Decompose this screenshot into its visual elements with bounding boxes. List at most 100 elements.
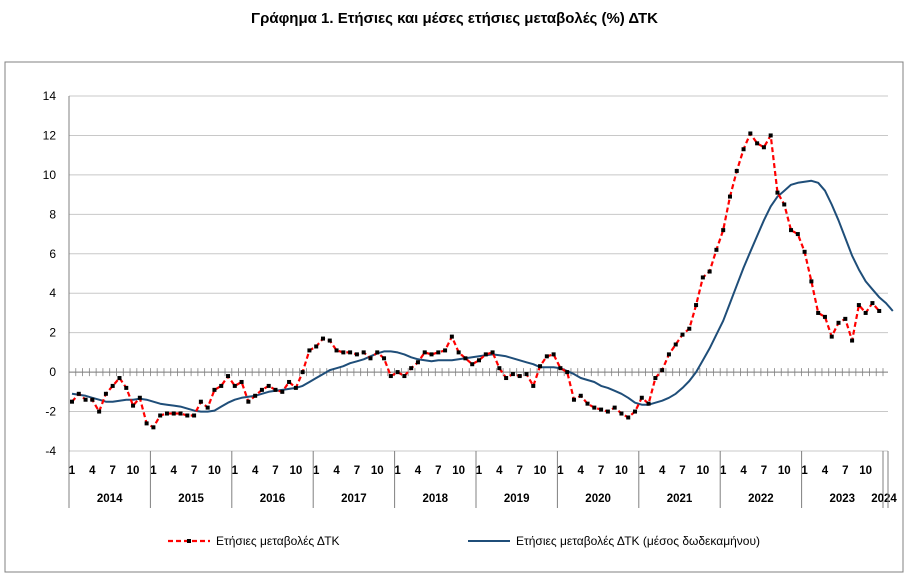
series-annual-point [171,411,176,416]
month-tick-label: 1 [69,465,76,477]
series-annual-point [185,413,190,418]
series-annual-point [198,399,203,404]
series-annual-point [266,383,271,388]
series-annual-point [483,352,488,357]
series-annual-point [246,399,251,404]
month-tick-label: 7 [761,465,767,477]
series-annual-point [633,409,638,414]
series-annual-point [375,350,380,355]
series-annual-point [673,342,678,347]
month-tick-label: 1 [720,465,727,477]
series-annual-point [287,379,292,384]
series-annual-point [497,366,502,371]
series-annual-point [755,141,760,146]
series-annual-point [619,411,624,416]
series-annual-point [680,332,685,337]
series-annual-point [660,368,665,373]
month-tick-label: 7 [842,465,848,477]
month-tick-label: 4 [578,465,585,477]
month-tick-label: 10 [859,465,872,477]
legend-label-annual: Ετήσιες μεταβολές ΔΤΚ [216,534,340,548]
series-average-line [71,179,894,413]
series-annual-point [226,374,231,379]
series-annual-point [83,397,88,402]
series-annual-point [90,397,95,402]
series-annual-point [124,385,129,390]
month-tick-label: 7 [679,465,685,477]
y-tick-label: 8 [49,207,56,221]
series-annual-point [578,393,583,398]
series-annual-point [361,350,366,355]
series-annual-point [531,383,536,388]
series-annual-point [334,348,339,353]
series-annual-point [809,279,814,284]
series-annual-point [517,374,522,379]
series-annual-point [850,338,855,343]
series-annual-point [110,383,115,388]
series-annual-point [700,275,705,280]
year-label: 2015 [178,493,204,505]
series-annual-point [212,387,217,392]
series-annual-point [131,403,136,408]
chart-border [4,61,904,573]
legend-label-average: Ετήσιες μεταβολές ΔΤΚ (μέσος δωδεκαμήνου… [516,534,760,548]
series-annual-point [151,425,156,430]
series-annual-point [273,387,278,392]
y-tick-label: -2 [45,405,56,419]
series-annual-point [829,334,834,339]
series-annual-point [449,334,454,339]
series-annual-point [727,194,732,199]
series-annual-point [836,320,841,325]
series-annual-point [585,401,590,406]
month-tick-label: 4 [252,465,259,477]
month-tick-label: 1 [394,465,401,477]
series-annual-point [822,314,827,319]
series-annual-point [348,350,353,355]
y-tick-label: 12 [43,128,57,142]
series-annual-point [551,352,556,357]
series-annual-point [354,352,359,357]
series-annual-point [687,326,692,331]
series-annual-point [456,350,461,355]
month-tick-label: 4 [171,465,178,477]
series-annual-point [219,383,224,388]
series-annual-point [280,389,285,394]
series-annual-point [368,356,373,361]
year-label: 2024 [871,493,897,505]
y-tick-label: 0 [49,365,56,379]
series-annual-point [639,395,644,400]
series-annual-point [307,348,312,353]
series-annual-point [544,354,549,359]
series-annual-point [490,350,495,355]
month-tick-label: 1 [639,465,646,477]
series-annual-point [795,232,800,237]
month-tick-label: 4 [659,465,666,477]
series-annual-point [470,362,475,367]
month-tick-label: 7 [354,465,360,477]
month-tick-label: 10 [371,465,384,477]
series-annual-point [436,350,441,355]
series-annual-point [443,348,448,353]
series-annual-point [70,399,74,404]
y-tick-label: 14 [43,89,57,103]
month-tick-label: 7 [109,465,115,477]
chart-title: Γράφημα 1. Ετήσιες και μέσες ετήσιες μετ… [251,10,658,27]
series-annual-point [782,202,787,207]
series-layer [70,131,894,430]
series-annual-point [538,364,543,369]
series-annual-point [477,358,481,363]
month-tick-label: 4 [415,465,422,477]
series-annual-point [422,350,427,355]
series-annual-point [117,376,122,381]
month-tick-label: 1 [801,465,808,477]
series-annual-point [463,356,468,361]
year-label: 2019 [504,493,530,505]
series-annual-point [327,338,332,343]
series-annual-point [741,147,746,152]
legend: Ετήσιες μεταβολές ΔΤΚ Ετήσιες μεταβολές Δ… [168,534,760,548]
month-tick-label: 7 [272,465,278,477]
month-tick-label: 10 [696,465,709,477]
month-tick-label: 10 [534,465,547,477]
series-annual-point [137,395,142,400]
series-annual-point [504,376,509,381]
